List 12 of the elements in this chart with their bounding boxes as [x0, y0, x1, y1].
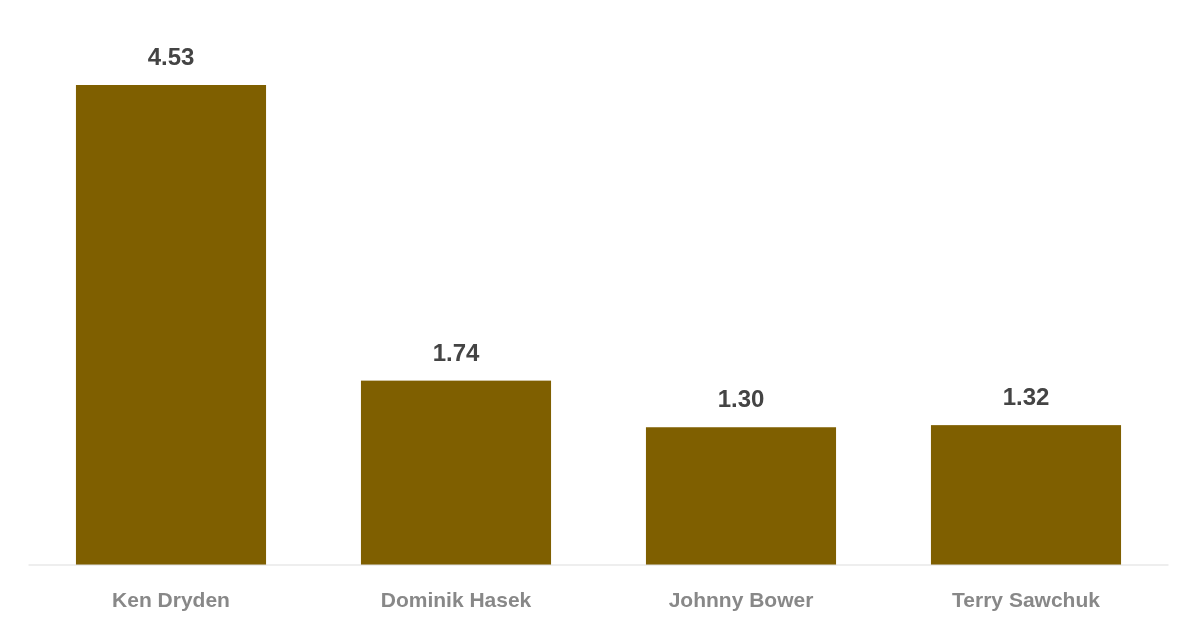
bar: [930, 425, 1122, 565]
data-label: 4.53: [147, 43, 195, 70]
bar: [75, 85, 267, 565]
x-tick-label: Johnny Bower: [668, 588, 814, 611]
bar: [645, 427, 837, 565]
bar: [360, 380, 552, 565]
data-label: 1.30: [717, 385, 765, 413]
data-label: 1.74: [432, 338, 480, 366]
x-tick-label: Dominik Hasek: [380, 588, 532, 611]
x-tick-label: Terry Sawchuk: [952, 588, 1101, 611]
x-tick-label: Ken Dryden: [112, 588, 230, 611]
data-label: 1.32: [1002, 383, 1050, 411]
